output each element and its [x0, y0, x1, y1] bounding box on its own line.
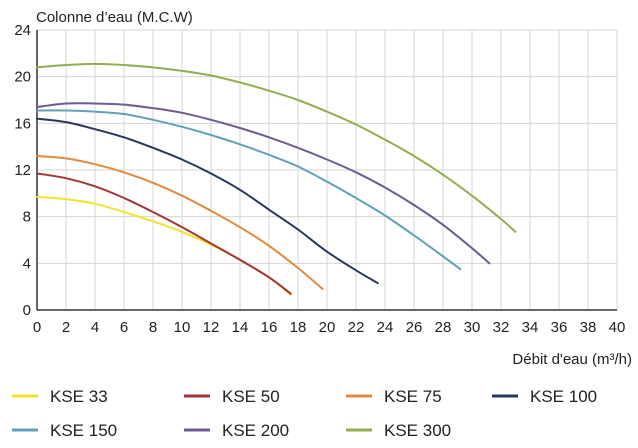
series-line-kse-100 [36, 117, 379, 285]
series-line-kse-150 [36, 109, 462, 271]
x-tick-label-17: 34 [522, 319, 539, 336]
x-tick-label-14: 28 [435, 319, 452, 336]
x-tick-label-2: 4 [91, 319, 99, 336]
x-tick-label-19: 38 [580, 319, 597, 336]
legend-label-kse-150: KSE 150 [50, 421, 117, 440]
x-tick-label-8: 16 [261, 319, 278, 336]
x-tick-label-20: 40 [609, 319, 626, 336]
y-tick-label-0: 0 [23, 302, 31, 319]
x-tick-label-4: 8 [149, 319, 157, 336]
series-lines [36, 62, 517, 296]
y-tick-label-6: 24 [14, 22, 31, 39]
y-tick-label-2: 8 [23, 209, 31, 226]
x-tick-label-7: 14 [232, 319, 249, 336]
x-tick-label-6: 12 [203, 319, 220, 336]
x-tick-label-5: 10 [174, 319, 191, 336]
legend-label-kse-33: KSE 33 [50, 387, 108, 406]
series-line-kse-50 [36, 172, 292, 295]
legend-label-kse-200: KSE 200 [222, 421, 289, 440]
x-tick-label-0: 0 [33, 319, 41, 336]
y-axis-title: Colonne d’eau (M.C.W) [36, 9, 193, 26]
x-tick-label-10: 20 [319, 319, 336, 336]
y-tick-label-5: 20 [14, 69, 31, 86]
legend-label-kse-75: KSE 75 [384, 387, 442, 406]
x-tick-label-9: 18 [290, 319, 307, 336]
x-tick-label-3: 6 [120, 319, 128, 336]
axes [36, 30, 617, 311]
x-tick-label-16: 32 [493, 319, 510, 336]
x-tick-label-11: 22 [348, 319, 365, 336]
x-tick-label-13: 26 [406, 319, 423, 336]
legend-label-kse-50: KSE 50 [222, 387, 280, 406]
y-tick-label-1: 4 [23, 255, 31, 272]
series-line-kse-33 [36, 195, 292, 296]
tick-labels: 0 2 4 6 8 10 12 14 16 18 20 22 24 26 28 30 32 34 36 38 40048… [14, 22, 625, 336]
series-line-kse-75 [36, 155, 324, 290]
x-tick-label-15: 30 [464, 319, 481, 336]
y-tick-label-3: 12 [14, 162, 31, 179]
x-tick-label-1: 2 [62, 319, 70, 336]
legend-label-kse-300: KSE 300 [384, 421, 451, 440]
legend: KSE 33 KSE 50 KSE 75 KSE 100 KSE 150 KSE 200 K… [12, 387, 597, 440]
x-tick-label-12: 24 [377, 319, 394, 336]
x-axis-title: Débit d'eau (m³/h) [512, 351, 632, 368]
y-tick-label-4: 16 [14, 115, 31, 132]
legend-label-kse-100: KSE 100 [530, 387, 597, 406]
series-line-kse-200 [36, 102, 491, 265]
x-tick-label-18: 36 [551, 319, 568, 336]
series-line-kse-300 [36, 62, 517, 233]
grid [37, 29, 618, 310]
